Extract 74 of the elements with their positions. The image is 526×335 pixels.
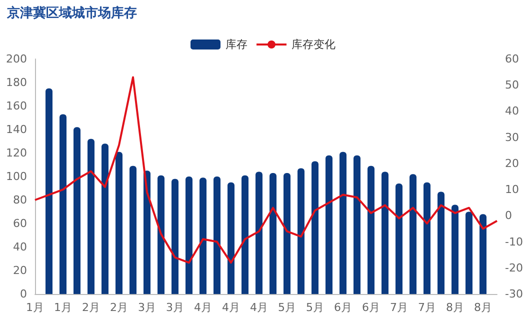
bar xyxy=(88,138,94,294)
bar xyxy=(214,176,220,294)
bar xyxy=(270,172,276,294)
chart-title: 京津冀区域城市场库存 xyxy=(6,5,137,21)
x-tick-label: 4月 xyxy=(250,301,268,314)
y2-tick-label: 40 xyxy=(505,104,519,118)
y2-tick-label: 30 xyxy=(505,130,519,144)
x-tick-label: 6月 xyxy=(334,301,352,314)
x-tick-label: 2月 xyxy=(82,301,100,314)
x-tick-label: 5月 xyxy=(278,301,296,314)
y-tick-label: 180 xyxy=(6,76,27,89)
bar xyxy=(158,175,164,294)
x-tick-label: 1月 xyxy=(26,301,44,314)
bar xyxy=(242,175,248,294)
x-tick-label: 5月 xyxy=(306,301,324,314)
x-tick-label: 8月 xyxy=(474,301,492,314)
bar xyxy=(410,174,416,294)
bar xyxy=(130,166,136,294)
x-tick-label: 6月 xyxy=(362,301,380,314)
bar xyxy=(172,178,178,294)
y-tick-label: 100 xyxy=(6,170,27,183)
x-tick-label: 7月 xyxy=(390,301,408,314)
bar xyxy=(452,204,458,294)
bar xyxy=(298,168,304,294)
bar xyxy=(200,178,206,294)
bar xyxy=(186,176,192,294)
bar xyxy=(382,172,388,294)
x-tick-label: 4月 xyxy=(222,301,240,314)
bar xyxy=(466,212,472,294)
legend-label: 库存 xyxy=(226,38,248,51)
y2-tick-label: 50 xyxy=(505,78,519,92)
line-series xyxy=(34,76,498,264)
bar xyxy=(424,182,430,294)
y2-tick-label: -20 xyxy=(505,261,523,274)
bar xyxy=(284,172,290,294)
bar xyxy=(396,184,402,294)
bar xyxy=(60,114,66,294)
y2-tick-label: -30 xyxy=(505,288,523,300)
y-tick-label: 20 xyxy=(13,264,27,277)
y2-tick-label: 0 xyxy=(505,209,512,222)
legend-label: 库存变化 xyxy=(292,38,336,51)
y-tick-label: 80 xyxy=(13,194,27,206)
x-tick-label: 3月 xyxy=(166,301,184,314)
bar xyxy=(480,214,486,294)
y-tick-label: 40 xyxy=(13,240,27,254)
bar xyxy=(312,161,318,294)
bar xyxy=(368,166,374,294)
y-tick-label: 160 xyxy=(6,100,27,112)
x-tick-label: 1月 xyxy=(54,301,72,314)
bar xyxy=(46,88,52,294)
y-tick-label: 120 xyxy=(6,146,27,160)
bar xyxy=(228,182,234,294)
y2-tick-label: 20 xyxy=(505,156,519,170)
bar xyxy=(102,144,108,294)
y-tick-label: 60 xyxy=(13,217,27,230)
y-tick-label: 0 xyxy=(20,288,27,300)
x-tick-label: 2月 xyxy=(110,301,128,314)
y2-tick-label: 10 xyxy=(505,183,519,196)
x-tick-label: 3月 xyxy=(138,301,156,314)
bar xyxy=(144,170,150,294)
y2-tick-label: -10 xyxy=(505,235,523,248)
y-tick-label: 140 xyxy=(6,123,27,136)
bar xyxy=(340,152,346,294)
bar xyxy=(74,127,80,294)
bar xyxy=(326,155,332,294)
bar xyxy=(256,172,262,294)
y2-tick-label: 60 xyxy=(505,52,519,66)
x-tick-label: 4月 xyxy=(194,301,212,314)
bar xyxy=(354,155,360,294)
x-tick-label: 8月 xyxy=(446,301,464,314)
x-tick-label: 7月 xyxy=(418,301,436,314)
bar xyxy=(116,152,122,294)
y-tick-label: 200 xyxy=(6,52,27,66)
bar xyxy=(438,192,444,294)
